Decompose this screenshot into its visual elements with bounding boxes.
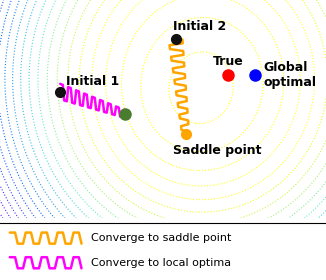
Text: Saddle point: Saddle point (173, 144, 261, 157)
Text: True: True (213, 55, 244, 68)
Text: Initial 1: Initial 1 (67, 74, 120, 88)
Text: Converge to saddle point: Converge to saddle point (91, 233, 232, 243)
Text: Initial 2: Initial 2 (173, 20, 226, 32)
Text: Converge to local optima: Converge to local optima (91, 258, 231, 268)
Text: Global
optimal: Global optimal (263, 61, 316, 89)
